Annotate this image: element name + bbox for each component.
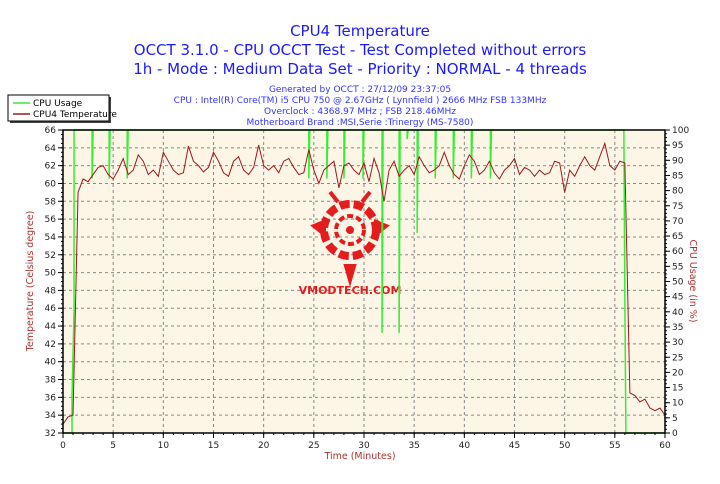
x-tick-label: 60 [659, 441, 671, 451]
axes: 3234363840424446485052545658606264660510… [45, 126, 690, 451]
y-tick-label: 60 [45, 179, 57, 189]
y-tick-label: 44 [45, 322, 57, 332]
y-tick-label: 48 [45, 286, 57, 296]
y2-tick-label: 95 [672, 141, 683, 151]
y2-tick-label: 10 [672, 399, 684, 409]
y2-tick-label: 75 [672, 202, 683, 212]
y2-tick-label: 55 [672, 262, 683, 272]
y2-tick-label: 60 [672, 247, 684, 257]
series-layer [62, 129, 666, 434]
y2-tick-label: 65 [672, 232, 683, 242]
cpu4-temperature-line [62, 141, 666, 425]
y-tick-label: 42 [45, 340, 56, 350]
info-cpu: CPU : Intel(R) Core(TM) i5 CPU 750 @ 2.6… [174, 96, 547, 106]
y2-tick-label: 0 [672, 429, 678, 439]
info-generated: Generated by OCCT : 27/12/09 23:37:05 [269, 85, 451, 95]
x-tick-label: 30 [358, 441, 370, 451]
y-tick-label: 34 [45, 411, 57, 421]
legend: CPU Usage CPU4 Temperature [7, 94, 117, 123]
y2-tick-label: 35 [672, 323, 683, 333]
y-tick-label: 54 [45, 233, 57, 243]
y2-tick-label: 20 [672, 368, 684, 378]
y2-tick-label: 85 [672, 171, 683, 181]
y-tick-label: 62 [45, 162, 56, 172]
y2-axis-label: CPU Usage (in %) [687, 239, 698, 322]
y-tick-label: 52 [45, 251, 56, 261]
x-tick-label: 5 [110, 441, 116, 451]
y-tick-label: 36 [45, 393, 57, 403]
y-tick-label: 38 [45, 376, 57, 386]
chart-title: CPU4 Temperature [290, 22, 430, 40]
y-tick-label: 64 [45, 144, 57, 154]
y-tick-label: 58 [45, 197, 57, 207]
y-tick-label: 46 [45, 304, 57, 314]
chart-subtitle-2: 1h - Mode : Medium Data Set - Priority :… [133, 60, 587, 78]
cpu-usage-line [63, 129, 665, 434]
x-tick-label: 50 [559, 441, 571, 451]
x-tick-label: 0 [60, 441, 66, 451]
y2-tick-label: 70 [672, 217, 684, 227]
y-axis-label: Temperature (Celsius degree) [25, 211, 36, 353]
vmodtech-logo: VMODTECH.COM [299, 190, 402, 297]
y2-tick-label: 45 [672, 293, 683, 303]
y-tick-label: 32 [45, 429, 56, 439]
x-tick-label: 15 [208, 441, 219, 451]
legend-label-usage: CPU Usage [33, 99, 83, 109]
y2-tick-label: 15 [672, 384, 683, 394]
watermark-text: VMODTECH.COM [299, 284, 402, 297]
info-motherboard: Motherboard Brand :MSI,Serie :Trinergy (… [247, 118, 474, 128]
x-tick-label: 20 [258, 441, 270, 451]
x-axis-label: Time (Minutes) [323, 451, 395, 462]
x-tick-label: 40 [459, 441, 471, 451]
legend-label-temperature: CPU4 Temperature [33, 110, 117, 120]
y-tick-label: 40 [45, 358, 57, 368]
info-overclock: Overclock : 4368.97 MHz ; FSB 218.46MHz [264, 107, 456, 117]
x-tick-label: 25 [308, 441, 319, 451]
y2-tick-label: 100 [672, 126, 689, 136]
y2-tick-label: 90 [672, 156, 684, 166]
y2-tick-label: 50 [672, 278, 684, 288]
y2-tick-label: 30 [672, 338, 684, 348]
x-tick-label: 45 [509, 441, 520, 451]
y-tick-label: 50 [45, 269, 57, 279]
x-tick-label: 10 [158, 441, 170, 451]
chart-subtitle-1: OCCT 3.1.0 - CPU OCCT Test - Test Comple… [134, 41, 587, 59]
x-tick-label: 35 [408, 441, 419, 451]
y2-tick-label: 40 [672, 308, 684, 318]
y-tick-label: 56 [45, 215, 57, 225]
y2-tick-label: 25 [672, 353, 683, 363]
x-tick-label: 55 [609, 441, 620, 451]
y2-tick-label: 5 [672, 414, 678, 424]
y-tick-label: 66 [45, 126, 57, 136]
plot-border [62, 129, 666, 434]
y2-tick-label: 80 [672, 187, 684, 197]
